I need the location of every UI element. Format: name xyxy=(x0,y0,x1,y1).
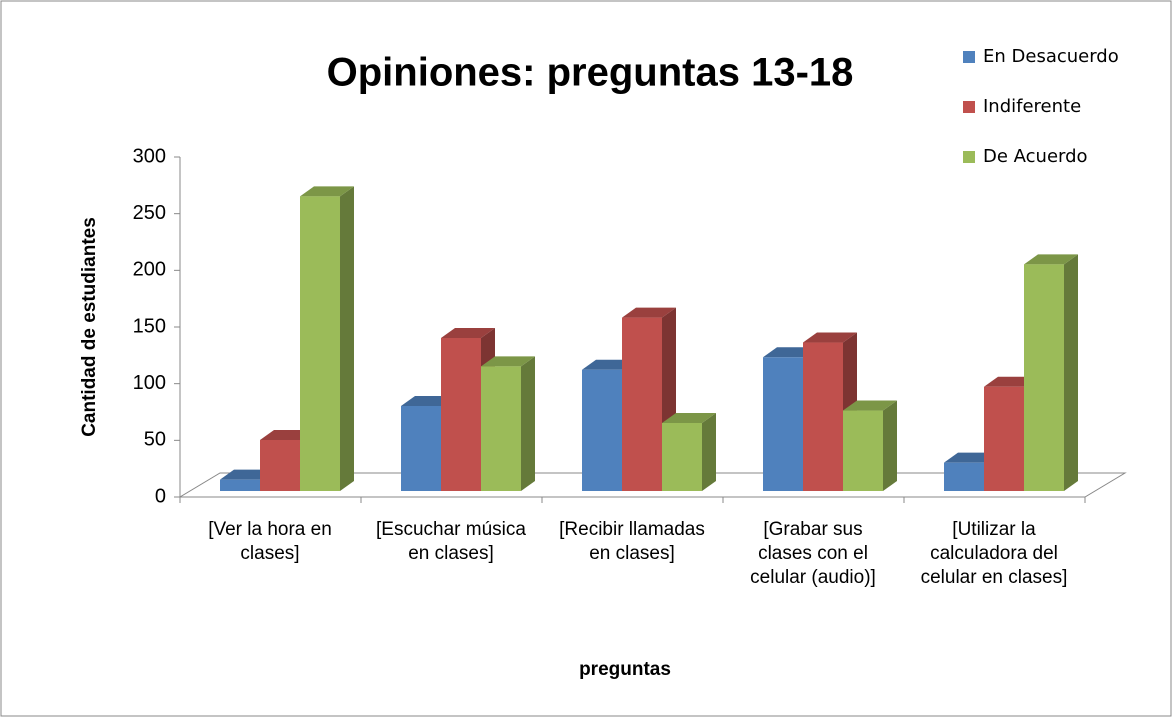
bar-front xyxy=(984,386,1024,491)
bar-front xyxy=(260,440,300,491)
chart-title: Opiniones: preguntas 13-18 xyxy=(327,51,854,95)
bar xyxy=(1024,254,1078,491)
bar-top xyxy=(441,328,495,338)
bar-side xyxy=(702,413,716,491)
bar-front xyxy=(441,338,481,491)
bar xyxy=(843,400,897,491)
bar-top xyxy=(803,332,857,343)
legend-swatch xyxy=(963,51,975,63)
y-axis-title: Cantidad de estudiantes xyxy=(79,217,100,437)
bar-side xyxy=(883,400,897,491)
x-tick-label-box: [Utilizar la calculadora del celular en … xyxy=(920,519,1068,588)
bar-top xyxy=(622,307,676,318)
x-tick-label: [Recibir llamadas en clases] xyxy=(559,519,705,564)
bar xyxy=(481,356,535,491)
bar-front xyxy=(662,423,702,491)
x-tick-label: [Escuchar música en clases] xyxy=(376,519,526,564)
bar-top xyxy=(843,400,897,411)
legend-swatch xyxy=(963,101,975,113)
bar-side xyxy=(1064,254,1078,491)
x-tick-label: [Grabar sus clases con el celular (audio… xyxy=(750,519,876,588)
y-tick-label: 300 xyxy=(133,145,166,167)
y-tick-label: 200 xyxy=(133,259,166,281)
bar-front xyxy=(481,366,521,491)
y-tick-label: 250 xyxy=(133,202,166,224)
legend-label: De Acuerdo xyxy=(983,146,1088,167)
legend-label: Indiferente xyxy=(983,96,1081,117)
bar-top xyxy=(1024,254,1078,265)
x-tick-label-box: [Ver la hora en clases] xyxy=(208,519,332,564)
legend-label: En Desacuerdo xyxy=(983,46,1119,67)
bar-top xyxy=(300,186,354,197)
x-axis-title: preguntas xyxy=(579,659,671,680)
bar-front xyxy=(1024,264,1064,491)
x-tick-label: [Ver la hora en clases] xyxy=(208,519,332,564)
bar-front xyxy=(401,406,441,491)
bar-side xyxy=(521,356,535,491)
bar xyxy=(662,413,716,491)
bar-front xyxy=(763,357,803,491)
bar-front xyxy=(944,462,984,491)
bar-front xyxy=(843,410,883,491)
x-tick-label: [Utilizar la calculadora del celular en … xyxy=(920,519,1068,588)
y-tick-label: 50 xyxy=(144,429,166,451)
legend-swatch xyxy=(963,151,975,163)
x-tick-label-box: [Escuchar música en clases] xyxy=(376,519,526,564)
y-tick-label: 0 xyxy=(155,485,166,507)
bar-top xyxy=(662,413,716,423)
bar-front xyxy=(803,342,843,491)
bar-side xyxy=(340,186,354,492)
y-tick-label: 100 xyxy=(133,372,166,394)
bar-front xyxy=(622,317,662,491)
bar-top xyxy=(481,356,535,367)
bar-front xyxy=(220,479,260,491)
y-tick-label: 150 xyxy=(133,315,166,337)
bar-front xyxy=(582,369,622,491)
bar xyxy=(300,186,354,492)
x-tick-label-box: [Recibir llamadas en clases] xyxy=(559,519,705,564)
bar-front xyxy=(300,196,340,492)
x-tick-label-box: [Grabar sus clases con el celular (audio… xyxy=(750,519,876,588)
floor xyxy=(178,472,1127,498)
